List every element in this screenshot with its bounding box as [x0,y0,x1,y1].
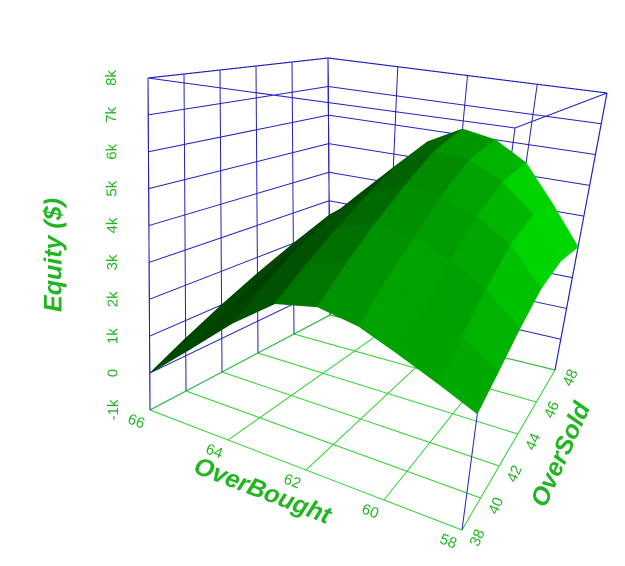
z-axis-title: Equity ($) [40,198,68,312]
box-edge [514,92,608,129]
grid-line [149,409,463,531]
x-tick-label: 64 [203,441,225,463]
box-edge [554,92,608,371]
z-tick-label: 5k [104,180,121,196]
x-tick-label: 66 [125,411,147,433]
grid-line [148,143,329,190]
y-tick-label: 48 [559,367,581,389]
grid-line [461,369,556,531]
y-tick-label: 42 [504,463,526,485]
grid-line [185,390,481,499]
y-axis-title: OverSold [525,397,596,511]
surface-patch [437,336,499,415]
z-tick-label: 3k [104,254,121,270]
grid-line [149,314,331,411]
x-tick-label: 62 [281,471,303,493]
z-tick-label: -1k [105,399,122,420]
z-tick-label: 8k [103,70,120,86]
grid-line [257,352,518,435]
z-tick-label: 0 [105,369,122,377]
surface-patch [149,313,225,374]
x-axis-title: OverBought [190,452,336,531]
surface [149,128,579,415]
y-tick-label: 38 [466,527,488,549]
z-tick-label: 1k [105,328,122,344]
y-tick-label: 46 [541,399,563,421]
grid-line [148,114,329,153]
z-tick-label: 4k [104,217,121,233]
x-tick-label: 58 [437,531,459,553]
y-tick-label: 40 [485,495,507,517]
z-tick-label: 2k [104,291,121,307]
grid-line [293,333,537,403]
box-edge [147,77,516,129]
grid-line [227,328,387,441]
x-tick-label: 60 [359,501,381,523]
surface-patch [189,284,265,350]
box-edge [147,57,329,79]
grid-line [148,200,330,263]
y-tick-label: 44 [522,431,544,453]
z-tick-label: 6k [103,143,120,159]
box-edge [147,77,151,411]
grid-line [221,371,500,467]
z-tick-label: 7k [103,106,120,122]
grid-line [148,86,329,116]
grid-line [148,171,330,227]
box-edge [327,57,608,94]
